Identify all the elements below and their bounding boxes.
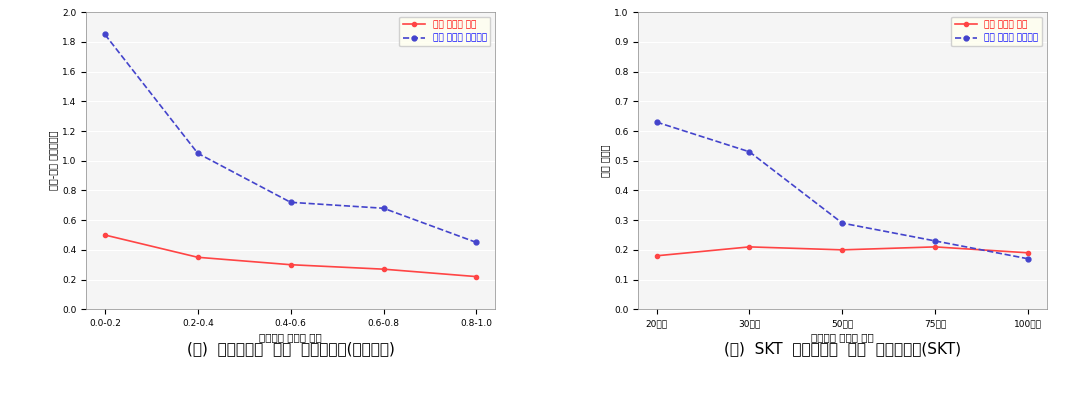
- 속도 편차율 표준편차: [284, 200, 297, 205]
- Y-axis label: 속도 편차율: 속도 편차율: [600, 145, 610, 177]
- 속도 편차율 표준편차: [191, 151, 204, 156]
- 속도 편차율 표준편차: [836, 221, 849, 226]
- Y-axis label: 공공-민간 속도편차율: 공공-민간 속도편차율: [49, 131, 58, 190]
- 속도 편차율 평균: [470, 274, 483, 279]
- Text: (가)  자료비율에  따른  속도편차율(팅크웨어): (가) 자료비율에 따른 속도편차율(팅크웨어): [187, 341, 395, 356]
- Line: 속도 편차율 표준편차: 속도 편차율 표준편차: [103, 32, 479, 245]
- 속도 편차율 표준편차: [929, 239, 942, 243]
- 속도 편차율 표준편차: [98, 32, 111, 37]
- 속도 편차율 평균: [1022, 250, 1035, 255]
- X-axis label: 민간자료 표본수 구간: 민간자료 표본수 구간: [811, 332, 874, 342]
- 속도 편차율 평균: [929, 245, 942, 249]
- Text: (나)  SKT  자료개수에  따른  속도편차율(SKT): (나) SKT 자료개수에 따른 속도편차율(SKT): [724, 341, 961, 356]
- 속도 편차율 표준편차: [650, 119, 663, 124]
- 속도 편차율 평균: [284, 262, 297, 267]
- 속도 편차율 평균: [98, 232, 111, 237]
- 속도 편차율 평균: [377, 267, 390, 272]
- X-axis label: 민간자료 표본율 구간: 민간자료 표본율 구간: [259, 332, 322, 342]
- 속도 편차율 평균: [836, 247, 849, 252]
- Legend: 속도 편차율 평균, 속도 편차율 표준편차: 속도 편차율 평균, 속도 편차율 표준편차: [399, 17, 491, 47]
- 속도 편차율 평균: [191, 255, 204, 260]
- Line: 속도 편차율 평균: 속도 편차율 평균: [103, 233, 478, 279]
- 속도 편차율 표준편차: [377, 206, 390, 211]
- 속도 편차율 표준편차: [470, 240, 483, 245]
- Line: 속도 편차율 표준편차: 속도 편차율 표준편차: [654, 119, 1030, 261]
- Legend: 속도 편차율 평균, 속도 편차율 표준편차: 속도 편차율 평균, 속도 편차율 표준편차: [951, 17, 1042, 47]
- 속도 편차율 표준편차: [1022, 256, 1035, 261]
- 속도 편차율 평균: [743, 245, 756, 249]
- 속도 편차율 평균: [650, 254, 663, 258]
- 속도 편차율 표준편차: [743, 149, 756, 154]
- Line: 속도 편차율 평균: 속도 편차율 평균: [655, 245, 1030, 258]
